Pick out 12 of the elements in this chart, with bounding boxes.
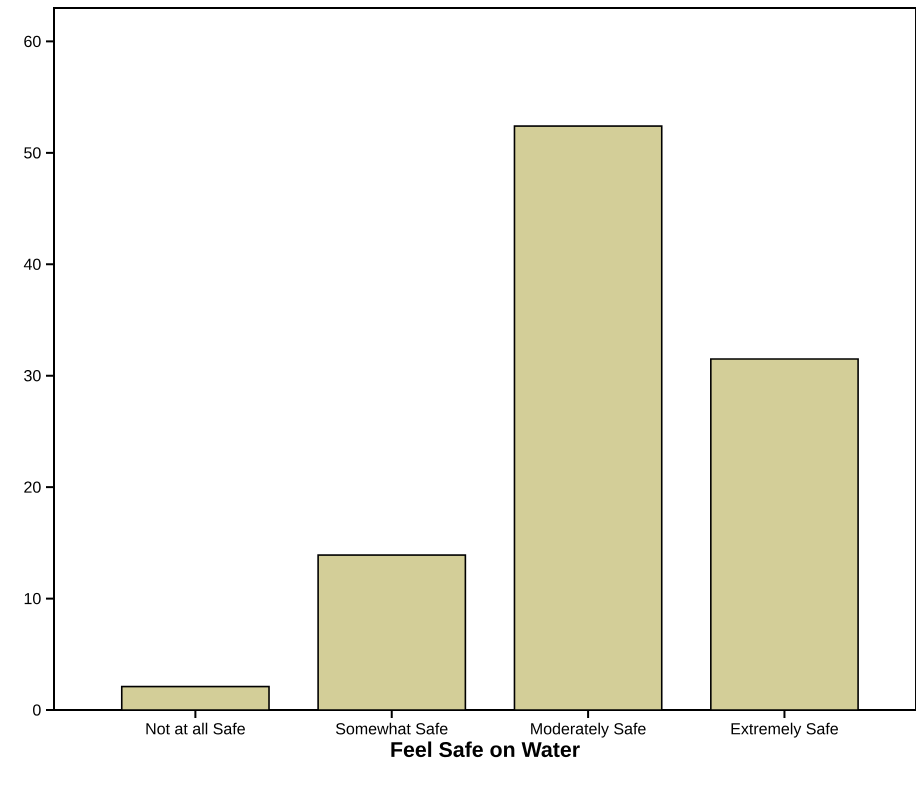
x-tick-label: Somewhat Safe [336, 722, 448, 734]
y-tick-label: 30 [24, 370, 41, 382]
y-tick-label: 50 [24, 147, 41, 159]
y-tick-label: 20 [24, 481, 41, 493]
y-tick-label: 40 [24, 258, 41, 270]
x-tick-label: Moderately Safe [531, 722, 646, 738]
y-tick-label: 10 [24, 592, 41, 604]
x-tick-label: Not at all Safe [146, 722, 245, 734]
y-tick-label: 60 [24, 36, 41, 48]
y-tick-label: 0 [33, 704, 41, 716]
x-tick-label: Extremely Safe [732, 722, 838, 738]
x-axis-title: Feel Safe on Water [391, 741, 580, 758]
